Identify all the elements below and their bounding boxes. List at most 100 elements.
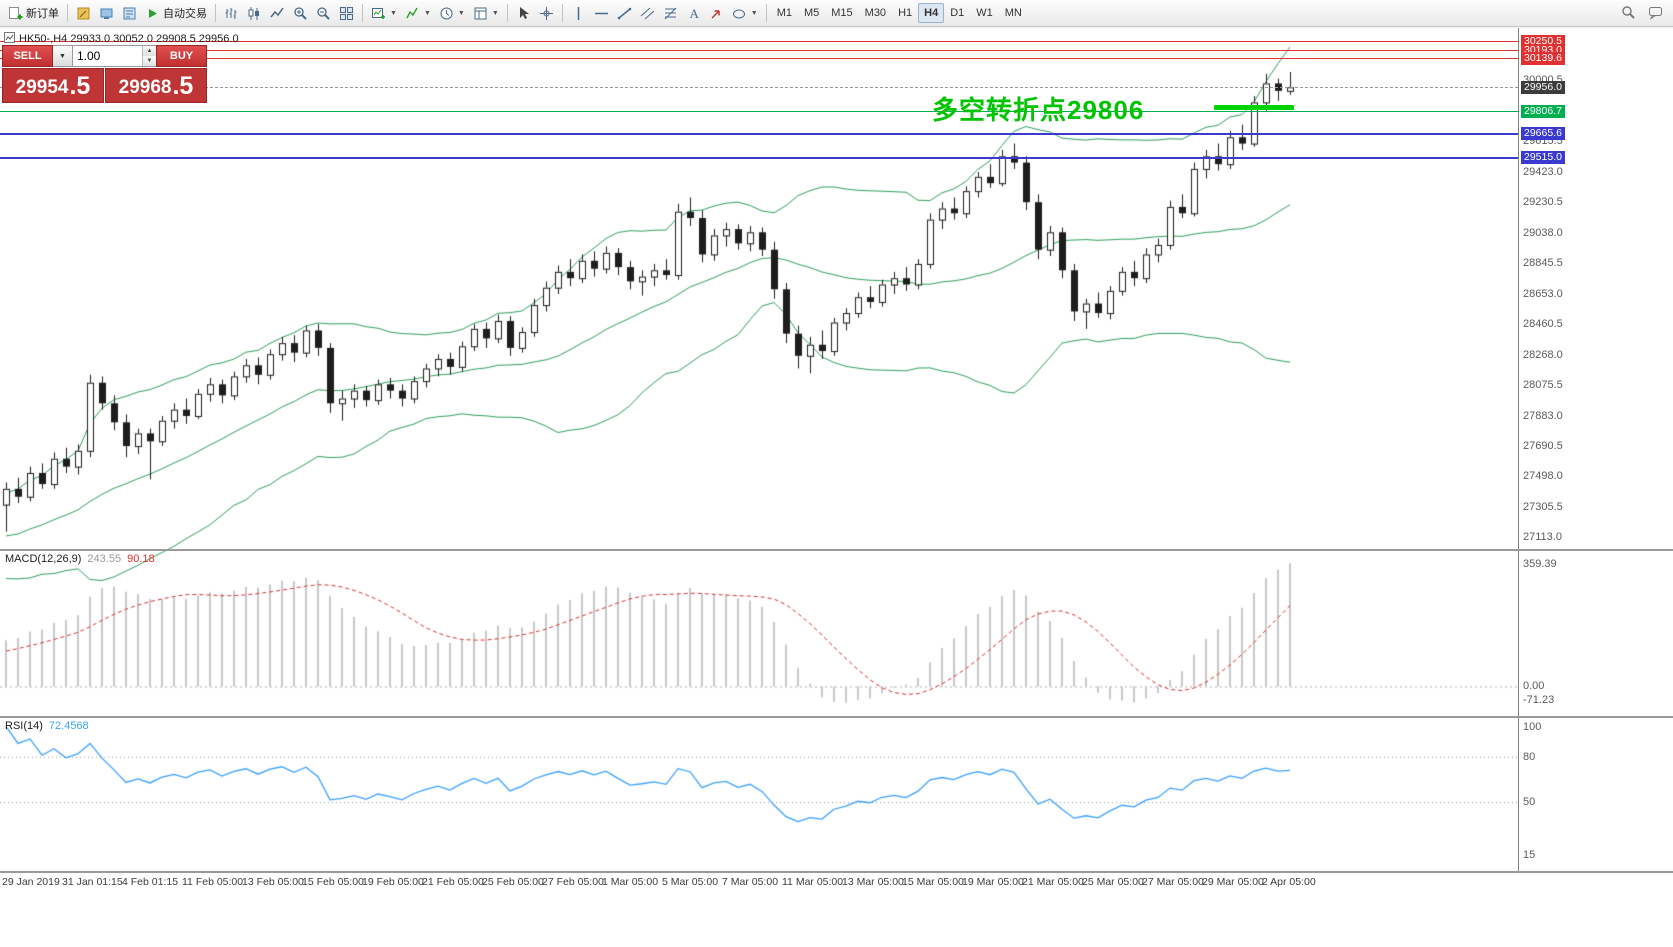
pivot-line[interactable] [0,111,1518,112]
panel-separator-macd[interactable] [0,549,1673,551]
top-toolbar: 新订单 自动交易 ▼ ▼ ▼ ▼ A ▼ M1 M5 M15 M30 H1 H4 D1 W1 MN [0,0,1673,27]
volume-decrease-button[interactable]: ▼ [143,56,156,66]
timeframe-h1[interactable]: H1 [892,3,918,23]
shapes-button[interactable]: ▼ [728,3,762,24]
resistance-line-1[interactable] [0,41,1518,42]
text-button[interactable]: A [682,3,705,24]
periods-button[interactable]: ▼ [435,3,469,24]
fibonacci-button[interactable] [659,3,682,24]
time-label: 11 Mar 05:00 [782,876,844,888]
timeframe-w1[interactable]: W1 [970,3,999,23]
chevron-down-icon: ▼ [491,9,499,17]
buy-button[interactable]: BUY [156,45,207,67]
time-label: 27 Mar 05:00 [1142,876,1204,888]
rsi-label: RSI(14) 72.4568 [5,720,89,732]
time-label: 13 Feb 05:00 [242,876,304,888]
time-label: 15 Feb 05:00 [302,876,364,888]
chart-window-icon[interactable] [4,32,15,46]
new-order-button-label: 新订单 [26,8,59,20]
timeframe-m5[interactable]: M5 [798,3,825,23]
new-chart-button[interactable]: ▼ [367,3,401,24]
time-label: 7 Mar 05:00 [722,876,779,888]
price-tick: 28268.0 [1523,349,1563,361]
time-label: 21 Feb 05:00 [422,876,484,888]
sell-button[interactable]: SELL [2,45,53,67]
price-tick: 27113.0 [1523,531,1562,543]
autotrading-button[interactable]: 自动交易 [141,3,211,24]
macd-signal-value: 90.18 [127,553,155,565]
annotation-segment[interactable] [1214,105,1294,110]
current-price-line[interactable] [0,87,1518,88]
annotation-text[interactable]: 多空转折点29806 [932,95,1145,125]
time-label: 25 Mar 05:00 [1082,876,1144,888]
rsi-axis-label: 100 [1523,721,1542,733]
line-chart-button[interactable] [266,3,289,24]
equidistant-channel-button[interactable] [636,3,659,24]
resistance-line-3[interactable] [0,58,1518,59]
price-tick: 28075.5 [1523,379,1563,391]
new-order-icon [9,6,23,19]
zoom-out-icon [317,6,330,20]
cursor-button[interactable] [512,3,535,24]
chevron-down-icon: ▼ [423,9,431,17]
trend-line-icon [617,7,632,19]
timeframe-mn[interactable]: MN [999,3,1028,23]
bar-chart-button[interactable] [220,3,243,24]
macd-label: MACD(12,26,9) 243.55 90.18 [5,553,155,565]
price-level-label: 29956.0 [1521,81,1565,94]
metaeditor-button[interactable] [72,3,95,24]
crosshair-button[interactable] [535,3,558,24]
timeframe-m30[interactable]: M30 [859,3,892,23]
trendline-button[interactable] [613,3,636,24]
chart-canvas[interactable] [0,28,1518,872]
chevron-down-icon: ▼ [390,9,397,17]
support-line-1[interactable] [0,133,1518,135]
price-tick: 30000.5 [1523,74,1563,86]
new-order-button[interactable]: 新订单 [4,3,63,24]
macd-axis-label: 0.00 [1523,680,1545,692]
timeframe-m15[interactable]: M15 [825,3,858,23]
order-options-dropdown[interactable]: ▼ [53,45,73,67]
toolbar-divider [362,4,363,22]
price-tick: 29230.5 [1523,196,1563,208]
support-line-2[interactable] [0,157,1518,159]
zoom-in-button[interactable] [289,3,312,24]
line-chart-icon [270,7,284,17]
resistance-line-2[interactable] [0,50,1518,51]
volume-input[interactable] [73,46,142,66]
timeframe-m1[interactable]: M1 [771,3,798,23]
macd-name: MACD(12,26,9) [5,553,82,565]
chart-ohlc-text: HK50-,H4 29933.0 30052.0 29908.5 29956.0 [19,33,239,45]
rsi-value: 72.4568 [48,720,89,732]
candlestick-chart-button[interactable] [243,3,266,24]
search-button[interactable] [1617,2,1640,23]
buy-price[interactable]: 29968.5 [105,68,207,103]
toolbar-divider [215,4,216,22]
vertical-line-button[interactable] [567,3,590,24]
price-tick: 27883.0 [1523,410,1563,422]
timeframe-d1[interactable]: D1 [944,3,970,23]
price-tick: 27498.0 [1523,470,1563,482]
toolbar-divider [67,4,68,22]
zoom-out-button[interactable] [312,3,335,24]
time-label: 31 Jan 01:15 [62,876,123,888]
timeframe-h4[interactable]: H4 [918,3,945,23]
horizontal-line-button[interactable] [590,3,613,24]
time-label: 1 Mar 05:00 [602,876,659,888]
arrows-button[interactable] [705,3,728,24]
tile-windows-button[interactable] [335,3,358,24]
chat-button[interactable] [1644,2,1667,23]
terminal-button[interactable] [118,3,141,24]
volume-increase-button[interactable]: ▲ [143,46,156,56]
strategy-tester-button[interactable] [95,3,118,24]
chevron-down-icon: ▼ [457,9,465,17]
sell-price[interactable]: 29954.5 [2,68,104,103]
templates-button[interactable]: ▼ [469,3,503,24]
panel-separator-rsi[interactable] [0,716,1673,718]
time-axis-separator [0,871,1673,873]
chart-symbol-label: HK50-,H4 29933.0 30052.0 29908.5 29956.0 [4,32,239,46]
bar-chart-icon [225,7,237,19]
rsi-name: RSI(14) [5,720,43,732]
indicators-button[interactable]: ▼ [401,3,435,24]
price-tick: 29038.0 [1523,227,1563,239]
